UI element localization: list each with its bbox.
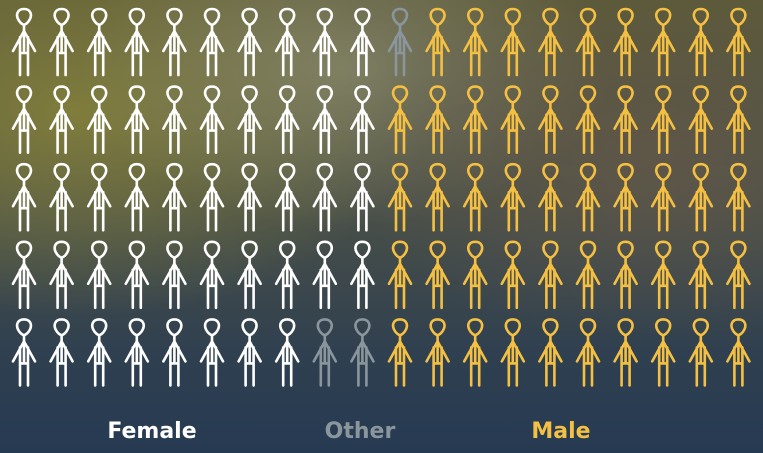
chart: Female Other Male (0, 0, 763, 453)
legend-label: Female (107, 419, 196, 444)
page: FemaleOtherMale (() => { const data = JS… (0, 0, 763, 453)
legend-label: Other (325, 419, 396, 444)
legend-label: Male (531, 419, 590, 444)
background-glow (0, 0, 763, 453)
